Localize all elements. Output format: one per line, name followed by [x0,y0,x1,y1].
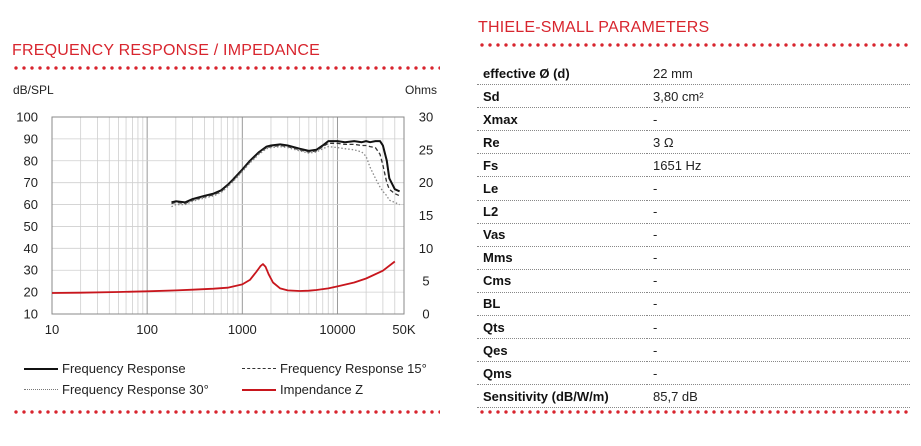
param-name: Vas [477,223,647,247]
legend-red-swatch [242,388,276,391]
y-tick-left-label: 30 [24,263,38,278]
y-tick-left-label: 40 [24,241,38,256]
y-axis-right-title: Ohms [405,83,437,97]
frequency-impedance-chart: dB/SPL Ohms102030405060708090100051015202… [13,83,437,337]
y-tick-right-label: 25 [419,142,433,157]
param-row: Xmax - [477,107,910,132]
param-row: L2- [477,200,910,224]
param-row: effective Ø (d) 22 mm [477,62,910,86]
y-tick-left-label: 50 [24,219,38,234]
right-bottom-dots [478,410,910,414]
param-row: Qes - [477,338,910,363]
legend-frequency-response-15-label: Frequency Response 15° [280,361,427,376]
param-value: 1651 Hz [647,153,910,178]
y-tick-right-label: 10 [419,241,433,256]
x-tick-label: 50K [392,322,415,337]
param-value: - [647,269,910,293]
param-value: - [647,292,910,317]
param-value: - [647,246,910,270]
param-name: Le [477,176,647,201]
legend-frequency-response-15: Frequency Response 15° [242,361,427,376]
y-tick-left-label: 60 [24,197,38,212]
legend-dashed-swatch [242,368,276,369]
left-bottom-dots [12,410,440,414]
param-value: - [647,176,910,201]
param-row: Sensitivity (dB/W/m) 85,7 dB [477,384,910,409]
param-row: Le - [477,176,910,201]
param-value: 22 mm [647,62,910,86]
y-tick-left-label: 20 [24,285,38,300]
param-name: Sd [477,84,647,109]
y-tick-left-label: 10 [24,307,38,322]
series-frequency-response-15 [171,142,400,205]
x-tick-label: 10 [45,322,59,337]
y-tick-left-label: 80 [24,153,38,168]
param-value: - [647,107,910,132]
param-value: 3 Ω [647,130,910,155]
param-value: - [647,200,910,224]
param-value: - [647,315,910,340]
param-value: 3,80 cm² [647,84,910,109]
chart-legend: Frequency Response Frequency Response 15… [24,358,444,398]
x-tick-label: 100 [136,322,158,337]
param-row: Cms - [477,269,910,293]
param-name: Mms [477,246,647,270]
param-name: Fs [477,153,647,178]
left-title-dots [12,66,440,70]
y-tick-right-label: 20 [419,175,433,190]
legend-frequency-response-30-label: Frequency Response 30° [62,382,209,397]
plot-frame [51,116,405,315]
param-row: Vas - [477,223,910,247]
series-impedance [51,260,396,294]
param-value: - [647,223,910,247]
param-row: Qts - [477,315,910,340]
param-name: effective Ø (d) [477,62,647,86]
param-name: Qms [477,361,647,386]
param-value: - [647,361,910,386]
legend-frequency-response-30: Frequency Response 30° [24,382,209,397]
y-tick-left-label: 70 [24,175,38,190]
legend-solid-black-swatch [24,367,58,370]
param-name: BL [477,292,647,317]
param-value: - [647,338,910,363]
param-name: Re [477,130,647,155]
legend-impedance: Impendance Z [242,382,363,397]
legend-dotted-swatch [24,389,58,390]
series-frequency-response [171,140,401,204]
param-name: Qes [477,338,647,363]
y-tick-right-label: 30 [419,110,433,125]
y-tick-right-label: 5 [422,274,429,289]
param-row: Fs 1651 Hz [477,153,910,178]
param-name: L2 [477,200,647,224]
param-row: Re 3 Ω [477,130,910,155]
param-row: Qms - [477,361,910,386]
series-frequency-response-30 [171,145,400,208]
thiele-small-table: effective Ø (d) 22 mm Sd 3,80 cm² Xmax - Re 3 Ω… [477,62,910,409]
frequency-response-title: FREQUENCY RESPONSE / IMPEDANCE [12,42,320,59]
legend-frequency-response: Frequency Response [24,361,186,376]
x-tick-label: 1000 [228,322,257,337]
param-row: Sd 3,80 cm² [477,84,910,109]
y-tick-left-label: 90 [24,131,38,146]
thiele-small-title: THIELE-SMALL PARAMETERS [478,19,710,36]
param-row: BL - [477,292,910,317]
y-axis-left-title: dB/SPL [13,83,54,97]
y-tick-right-label: 0 [422,307,429,322]
param-name: Sensitivity (dB/W/m) [477,384,647,409]
param-value: 85,7 dB [647,384,910,409]
y-tick-left-label: 100 [16,110,38,125]
legend-impedance-label: Impendance Z [280,382,364,397]
param-name: Xmax [477,107,647,132]
legend-frequency-response-label: Frequency Response [62,361,186,376]
y-tick-right-label: 15 [419,208,433,223]
right-title-dots [478,43,910,47]
param-row: Mms - [477,246,910,270]
x-tick-label: 10000 [319,322,355,337]
param-name: Qts [477,315,647,340]
param-name: Cms [477,269,647,293]
